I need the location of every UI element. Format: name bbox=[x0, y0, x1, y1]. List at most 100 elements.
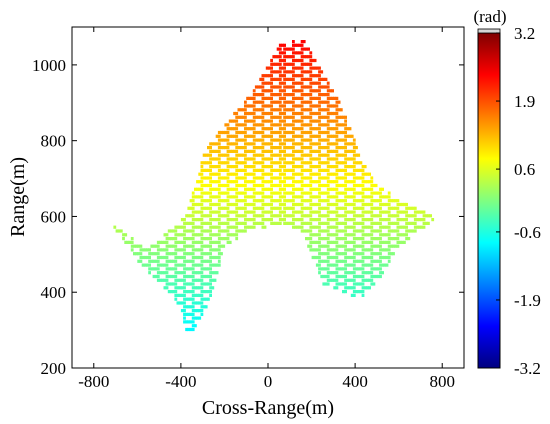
phase-cell bbox=[261, 221, 265, 225]
phase-cell bbox=[405, 221, 408, 225]
phase-cell bbox=[324, 259, 328, 263]
phase-cell bbox=[366, 271, 369, 275]
phase-cell bbox=[318, 70, 321, 74]
phase-cell bbox=[237, 191, 241, 195]
phase-cell bbox=[335, 195, 339, 199]
phase-cell bbox=[361, 210, 365, 214]
phase-cell bbox=[333, 104, 337, 108]
phase-cell bbox=[292, 142, 295, 146]
phase-cell bbox=[292, 176, 295, 180]
phase-cell bbox=[257, 123, 260, 127]
x-tick-label: 800 bbox=[429, 372, 455, 391]
phase-cell bbox=[281, 172, 284, 176]
phase-cell bbox=[228, 195, 232, 199]
phase-cell bbox=[318, 248, 321, 252]
phase-cell bbox=[352, 248, 356, 252]
phase-cell bbox=[379, 267, 382, 271]
phase-cell bbox=[268, 134, 271, 138]
phase-cell bbox=[318, 108, 321, 112]
phase-cell bbox=[217, 172, 221, 176]
phase-cell bbox=[259, 153, 263, 157]
phase-cell bbox=[313, 89, 317, 93]
phase-cell bbox=[385, 233, 389, 237]
phase-cell bbox=[300, 221, 304, 225]
phase-cell bbox=[302, 100, 306, 104]
phase-cell bbox=[183, 293, 186, 297]
phase-cell bbox=[191, 214, 195, 218]
phase-cell bbox=[292, 43, 295, 47]
phase-cell bbox=[344, 278, 347, 282]
phase-cell bbox=[261, 142, 265, 146]
phase-cell bbox=[270, 96, 273, 100]
phase-cell bbox=[363, 165, 367, 169]
phase-cell bbox=[239, 161, 243, 165]
phase-cell bbox=[119, 229, 123, 233]
phase-cell bbox=[296, 89, 300, 93]
phase-cell bbox=[372, 206, 376, 210]
phase-cell bbox=[235, 202, 239, 207]
phase-cell bbox=[200, 244, 204, 248]
phase-cell bbox=[228, 127, 232, 131]
phase-cell bbox=[226, 176, 230, 180]
phase-cell bbox=[296, 225, 300, 229]
phase-cell bbox=[366, 172, 369, 176]
phase-cell bbox=[318, 74, 321, 78]
phase-cell bbox=[270, 81, 273, 85]
phase-cell bbox=[292, 74, 295, 78]
phase-cell bbox=[400, 240, 404, 244]
phase-cell bbox=[363, 233, 367, 237]
phase-cell bbox=[259, 221, 263, 225]
phase-cell bbox=[337, 259, 341, 263]
phase-cell bbox=[283, 218, 286, 222]
phase-cell bbox=[163, 255, 167, 260]
phase-cell bbox=[285, 130, 289, 135]
phase-cell bbox=[333, 134, 337, 138]
phase-cell bbox=[379, 255, 382, 260]
phase-cell bbox=[300, 74, 304, 78]
phase-cell bbox=[244, 176, 247, 180]
phase-cell bbox=[148, 255, 151, 260]
phase-cell bbox=[198, 301, 202, 305]
phase-cell bbox=[300, 157, 304, 161]
phase-cell bbox=[357, 267, 361, 271]
phase-cell bbox=[329, 187, 332, 191]
phase-cell bbox=[174, 297, 178, 301]
phase-cell bbox=[427, 214, 430, 218]
phase-cell bbox=[204, 168, 208, 172]
phase-cell bbox=[174, 248, 178, 252]
phase-cell bbox=[370, 202, 374, 207]
phase-cell bbox=[296, 149, 300, 153]
phase-cell bbox=[298, 149, 302, 153]
phase-cell bbox=[329, 134, 332, 138]
phase-cell bbox=[248, 119, 252, 123]
phase-cell bbox=[287, 153, 291, 157]
phase-cell bbox=[387, 233, 391, 237]
phase-cell bbox=[292, 210, 295, 214]
phase-cell bbox=[254, 93, 258, 97]
phase-cell bbox=[326, 221, 330, 225]
phase-cell bbox=[335, 248, 339, 252]
phase-cell bbox=[398, 240, 402, 244]
phase-cell bbox=[272, 138, 276, 142]
phase-cell bbox=[139, 248, 143, 252]
phase-cell bbox=[300, 55, 304, 59]
phase-cell bbox=[200, 237, 204, 241]
phase-cell bbox=[283, 43, 286, 47]
phase-cell bbox=[276, 138, 280, 142]
phase-cell bbox=[244, 138, 247, 142]
phase-cell bbox=[152, 259, 156, 263]
phase-cell bbox=[222, 138, 226, 142]
phase-cell bbox=[207, 297, 210, 301]
phase-cell bbox=[283, 55, 286, 59]
phase-cell bbox=[154, 252, 158, 256]
phase-cell bbox=[292, 104, 295, 108]
phase-cell bbox=[285, 176, 289, 180]
phase-cell bbox=[381, 263, 384, 267]
phase-cell bbox=[222, 221, 226, 225]
phase-cell bbox=[209, 259, 212, 263]
phase-cell bbox=[289, 146, 293, 150]
phase-cell bbox=[359, 168, 363, 172]
phase-cell bbox=[350, 293, 354, 297]
phase-cell bbox=[296, 134, 300, 138]
phase-cell bbox=[298, 218, 302, 222]
